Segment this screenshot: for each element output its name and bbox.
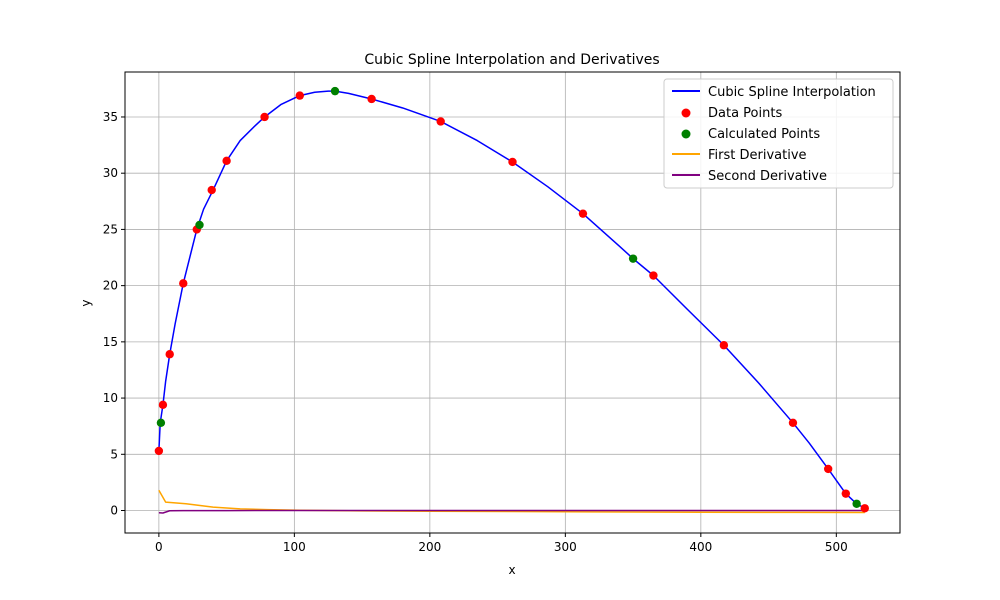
data-point-marker [154,446,164,456]
data-point-marker [165,350,174,359]
legend-label-data-points: Data Points [708,106,782,121]
calculated-point-marker [195,220,204,230]
legend-box [663,78,894,189]
y-tick-label: 15 [103,335,118,349]
data-point-marker [841,489,851,498]
data-point-marker [222,156,231,166]
calculated-point-marker [628,254,638,263]
x-tick-label: 500 [825,540,848,554]
data-point-marker [367,94,376,104]
calculated-point-marker [156,418,166,428]
cubic-spline-interpolation-line [158,90,866,509]
grid-lines [125,72,900,533]
data-point-marker [860,504,869,513]
legend-swatch-calculated-points [681,129,691,139]
x-tick-label: 300 [554,540,577,554]
x-tick-label: 200 [418,540,441,554]
data-point-marker [649,271,658,280]
series-layer [154,86,869,514]
y-tick-label: 35 [103,110,118,124]
y-tick-label: 25 [103,222,118,236]
y-tick-label: 0 [110,504,118,518]
data-point-marker [823,464,833,474]
x-tick-label: 100 [283,540,306,554]
data-point-marker [158,400,168,410]
plot-frame [124,71,901,534]
chart-title: Cubic Spline Interpolation and Derivativ… [364,52,659,68]
legend-label-first-derivative: First Derivative [708,148,807,163]
y-tick-label: 20 [103,279,118,293]
data-point-marker [260,112,269,122]
data-point-marker [207,185,216,195]
data-point-marker [179,279,188,288]
x-axis-label: x [508,563,515,577]
calculated-point-marker [852,499,861,508]
data-point-marker [719,341,729,350]
y-tick-label: 30 [103,166,118,180]
legend-label-cubic-spline-interpolation: Cubic Spline Interpolation [708,85,876,100]
y-tick-label: 5 [110,447,118,461]
x-tick-label: 0 [155,540,163,554]
legend-label-calculated-points: Calculated Points [708,127,820,142]
y-tick-label: 10 [103,391,118,405]
legend: Cubic Spline Interpolation Data Points Cal… [663,78,894,189]
axis-ticks: 0 100 200 300 400 500 0 5 10 15 20 25 30 35 [103,110,848,554]
data-point-marker [788,418,798,428]
second-derivative-line [158,509,865,514]
data-point-marker [578,209,588,218]
data-point-marker [436,117,445,126]
data-point-marker [508,157,517,167]
legend-label-second-derivative: Second Derivative [708,169,827,184]
legend-swatch-data-points [681,108,691,118]
calculated-point-marker [330,86,340,96]
y-axis-label: y [79,299,93,306]
data-point-marker [295,91,304,100]
x-tick-label: 400 [689,540,712,554]
